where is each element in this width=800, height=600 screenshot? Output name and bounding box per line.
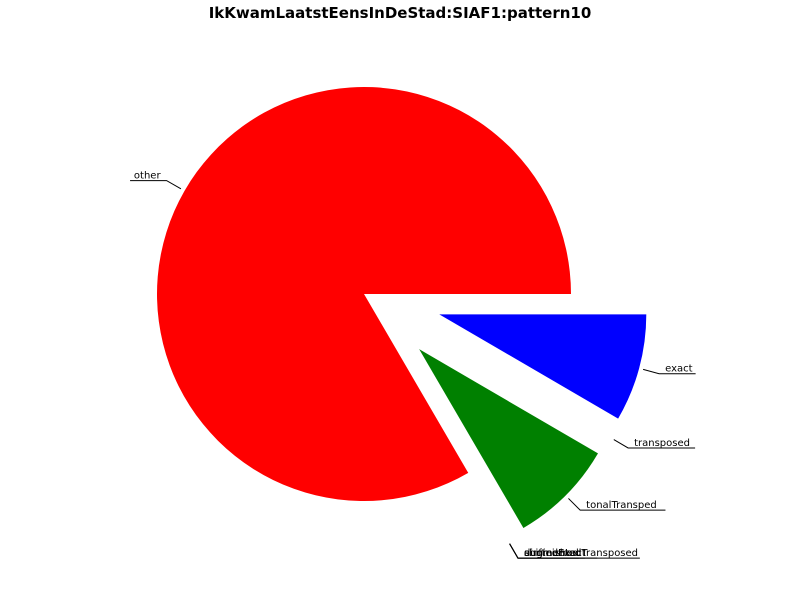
leader-line-augmented-transposed <box>509 543 640 559</box>
slice-label-other: other <box>134 171 162 182</box>
slice-label-tonal-transped: tonalTransped <box>586 500 657 511</box>
leader-line-exact <box>643 368 696 375</box>
pie-slice-other <box>157 87 572 501</box>
slice-label-augmented-transposed: augmentedTransposed <box>524 548 638 559</box>
pie-slice-exact <box>439 314 647 419</box>
leader-line-tonal-transped <box>568 498 666 511</box>
leader-line-transposed <box>613 439 696 449</box>
slice-label-shifted-exact: shiftedExact <box>524 548 586 559</box>
slice-label-exact: exact <box>665 364 693 375</box>
pie-slices <box>157 87 647 528</box>
slice-label-augmented: augmented <box>524 548 581 559</box>
slice-label-diminished: diminished <box>524 548 579 559</box>
pie-slice-tonal-transped <box>419 349 598 528</box>
leader-line-other <box>130 180 182 190</box>
pie-labels: exact transposed tonalTransped shiftedExact… <box>130 171 696 559</box>
chart-title: IkKwamLaatstEensInDeStad:SIAF1:pattern10 <box>209 4 592 22</box>
slice-label-transposed: transposed <box>634 438 690 449</box>
